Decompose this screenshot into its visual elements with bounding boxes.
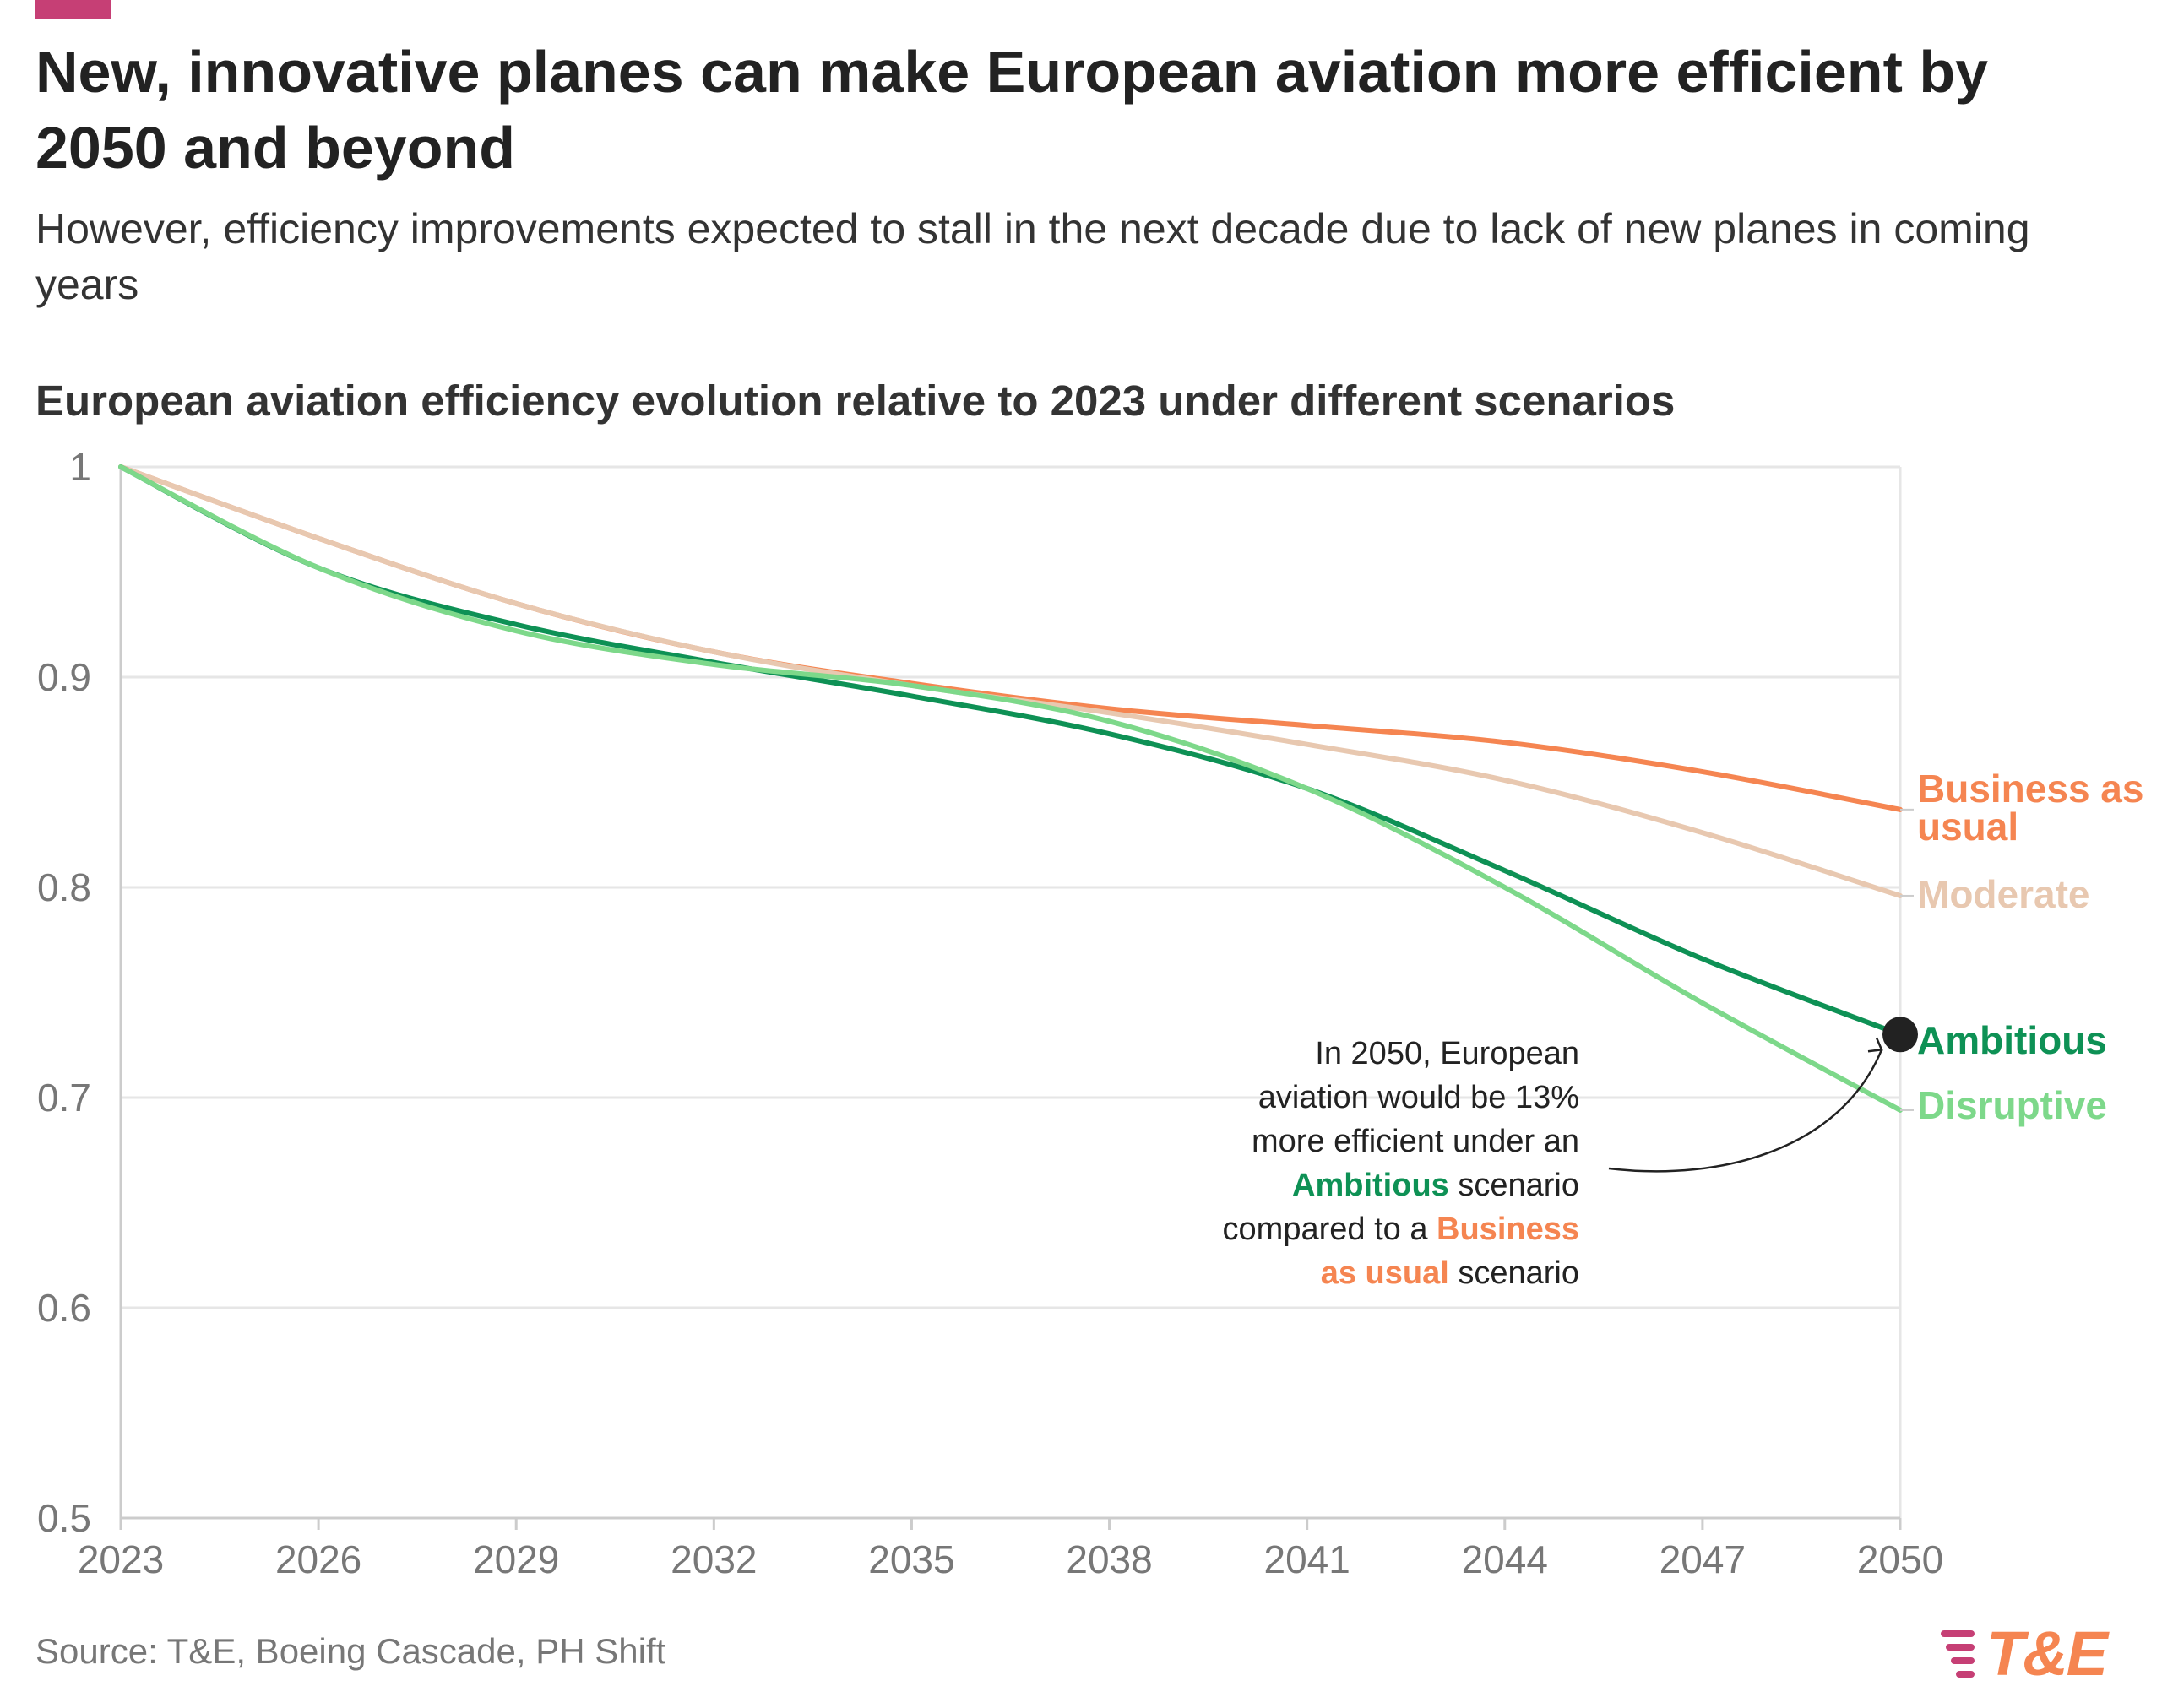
y-tick-label: 1 xyxy=(69,445,91,489)
annotation-line-1: In 2050, European xyxy=(1315,1036,1579,1071)
series-label-business-as-usual: usual xyxy=(1917,805,2018,849)
y-tick-label: 0.5 xyxy=(37,1496,91,1540)
highlight-point xyxy=(1882,1017,1918,1053)
annotation-business: Business xyxy=(1437,1212,1579,1247)
annotation-line-6: as usual scenario xyxy=(1149,1251,1579,1295)
te-logo: T&E xyxy=(1932,1618,2108,1689)
accent-bar xyxy=(35,0,111,19)
annotation-compared: compared to a xyxy=(1222,1212,1437,1247)
gridlines xyxy=(121,465,1902,1518)
annotation-line-5: compared to a Business xyxy=(1149,1207,1579,1251)
series-line-disruptive xyxy=(118,464,1903,1113)
logo-stripes-icon xyxy=(1932,1624,1978,1683)
page-subtitle: However, efficiency improvements expecte… xyxy=(35,205,2030,308)
y-tick-label: 0.6 xyxy=(37,1286,91,1330)
series-line-moderate xyxy=(118,464,1903,898)
x-tick-label: 2032 xyxy=(671,1537,757,1581)
y-tick-label: 0.7 xyxy=(37,1076,91,1120)
x-tick-label: 2047 xyxy=(1660,1537,1746,1581)
page-title: New, innovative planes can make European… xyxy=(35,39,1989,181)
series-label-disruptive: Disruptive xyxy=(1917,1083,2107,1127)
annotation-as-usual: as usual xyxy=(1320,1255,1449,1291)
logo-text: T&E xyxy=(1986,1618,2108,1689)
chart-title: European aviation efficiency evolution r… xyxy=(35,377,1676,425)
y-tick-label: 0.9 xyxy=(37,655,91,699)
series-line-business-as-usual xyxy=(118,464,1903,812)
annotation-arrow xyxy=(1608,1049,1883,1173)
series-label-moderate: Moderate xyxy=(1917,872,2089,916)
annotation-arrowhead xyxy=(1867,1037,1883,1053)
x-tick-label: 2041 xyxy=(1263,1537,1350,1581)
x-tick-label: 2044 xyxy=(1462,1537,1548,1581)
x-tick-label: 2026 xyxy=(275,1537,361,1581)
x-tick-label: 2050 xyxy=(1857,1537,1943,1581)
x-tick-label: 2038 xyxy=(1066,1537,1152,1581)
x-tick-label: 2035 xyxy=(868,1537,954,1581)
annotation-line-4: Ambitious scenario xyxy=(1149,1163,1579,1207)
series-line-ambitious xyxy=(118,464,1903,1038)
x-tick-label: 2029 xyxy=(473,1537,559,1581)
series-label-ambitious: Ambitious xyxy=(1917,1018,2107,1062)
series-lines xyxy=(118,464,1903,1113)
y-tick-label: 0.8 xyxy=(37,865,91,909)
source-note: Source: T&E, Boeing Cascade, PH Shift xyxy=(35,1631,666,1671)
chart-annotation: In 2050, European aviation would be 13% … xyxy=(1149,1032,1579,1295)
annotation-scenario-1: scenario xyxy=(1448,1168,1579,1203)
annotation-line-3: more efficient under an xyxy=(1252,1124,1579,1159)
annotation-scenario-2: scenario xyxy=(1448,1255,1579,1291)
x-tick-label: 2023 xyxy=(78,1537,164,1581)
annotation-line-2: aviation would be 13% xyxy=(1258,1080,1579,1115)
annotation-ambitious: Ambitious xyxy=(1292,1168,1449,1203)
series-label-business-as-usual: Business as xyxy=(1917,767,2143,811)
